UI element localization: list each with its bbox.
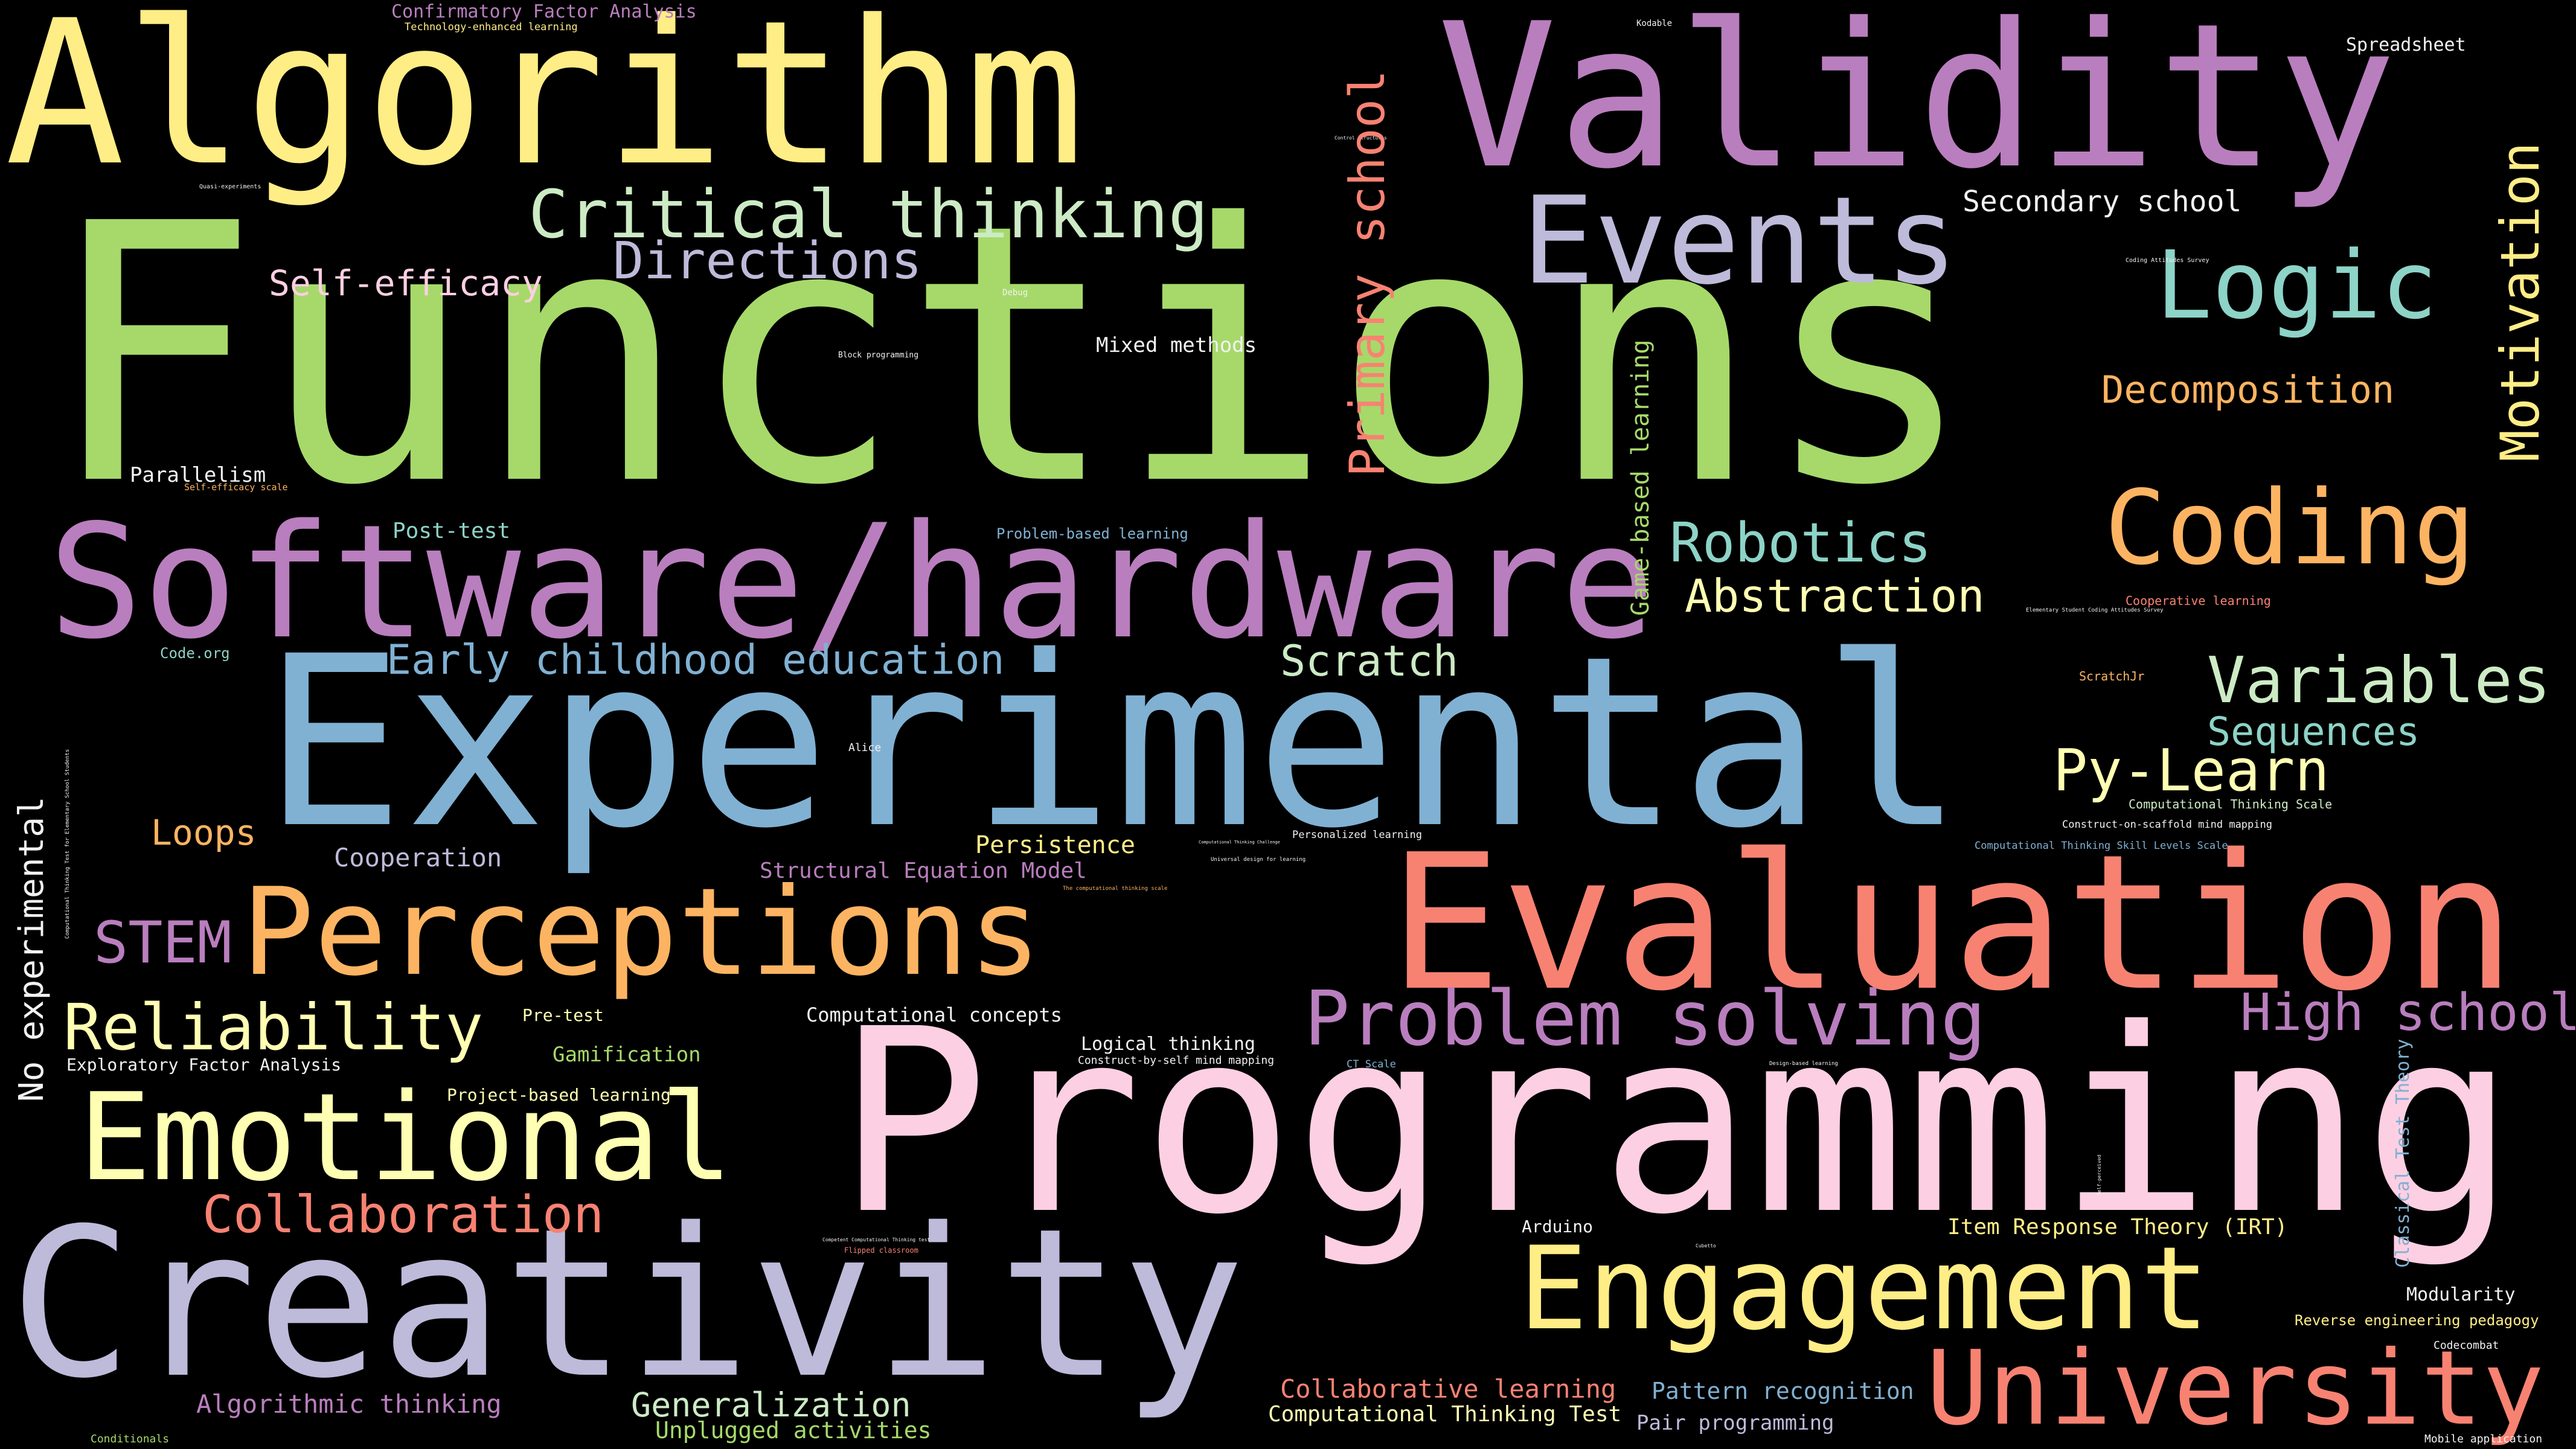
word-classical-test-theory: Classical Test Theory (2392, 1038, 2414, 1268)
word-project-based-learning: Project-based learning (447, 1085, 671, 1105)
word-no-experimental: No experimental (12, 796, 51, 1102)
word-the-ct-scale: The computational thinking scale (1063, 886, 1168, 892)
word-mobile-application: Mobile application (2424, 1433, 2543, 1445)
word-spreadsheet: Spreadsheet (2346, 34, 2466, 56)
word-emotional: Emotional (78, 1067, 733, 1208)
word-kodable: Kodable (1636, 19, 1673, 28)
word-modularity: Modularity (2406, 1284, 2516, 1305)
word-primary-school: Primary school (1339, 69, 1395, 477)
word-events: Events (1522, 171, 1958, 312)
word-pair-programming: Pair programming (1636, 1411, 1834, 1435)
word-block-programming: Block programming (838, 351, 919, 360)
word-logical-thinking: Logical thinking (1081, 1034, 1255, 1055)
word-ct-scale: CT Scale (1347, 1058, 1396, 1070)
word-programming: Programming (836, 975, 2516, 1270)
word-university: University (1926, 1329, 2545, 1448)
word-alice: Alice (848, 741, 882, 754)
word-arduino: Arduino (1522, 1217, 1594, 1236)
word-collaborative-learning: Collaborative learning (1280, 1374, 1616, 1404)
word-motivation: Motivation (2489, 142, 2551, 462)
word-loops: Loops (151, 812, 257, 853)
word-robotics: Robotics (1670, 511, 1932, 575)
word-ct-skill-levels-scale: Computational Thinking Skill Levels Scal… (1975, 840, 2228, 852)
word-perceptions: Perceptions (242, 862, 1042, 1003)
word-post-test: Post-test (392, 519, 511, 543)
word-mixed-methods: Mixed methods (1096, 333, 1257, 357)
word-structural-equation-model: Structural Equation Model (760, 859, 1087, 883)
word-exploratory-factor-analysis: Exploratory Factor Analysis (66, 1055, 342, 1075)
word-computational-thinking-scale: Computational Thinking Scale (2129, 797, 2333, 811)
word-pre-test: Pre-test (522, 1005, 604, 1025)
word-construct-by-self: Construct-by-self mind mapping (1078, 1054, 1275, 1067)
word-decomposition: Decomposition (2101, 368, 2395, 412)
word-problem-solving: Problem solving (1304, 975, 1986, 1063)
word-engagement: Engagement (1519, 1222, 2209, 1355)
word-cubetto: Cubetto (1696, 1243, 1716, 1249)
word-software-hardware: Software/hardware (48, 491, 1656, 674)
word-codecombat: Codecombat (2433, 1339, 2499, 1352)
word-cooperation: Cooperation (334, 843, 502, 872)
word-debug: Debug (1002, 288, 1028, 298)
word-coding: Coding (2104, 469, 2476, 588)
word-scratchjr: ScratchJr (2079, 669, 2145, 683)
word-high-school: High school (2240, 983, 2576, 1043)
word-confirmatory-factor-analysis: Confirmatory Factor Analysis (391, 1, 697, 22)
word-persistence: Persistence (975, 831, 1135, 859)
word-technology-enhanced-learning: Technology-enhanced learning (405, 21, 578, 33)
word-self-efficacy: Self-efficacy (269, 263, 543, 304)
word-competent-ct-test: Competent Computational Thinking test (822, 1237, 931, 1243)
word-evaluation: Evaluation (1389, 814, 2516, 1032)
word-unplugged-activities: Unplugged activities (655, 1417, 932, 1444)
word-pattern-recognition: Pattern recognition (1652, 1378, 1914, 1404)
word-critical-thinking: Critical thinking (528, 176, 1208, 253)
word-abstraction: Abstraction (1685, 569, 1985, 622)
word-design-based-learning: Design-based learning (1769, 1061, 1838, 1067)
word-computational-concepts: Computational concepts (806, 1003, 1062, 1026)
word-code-org: Code.org (160, 645, 230, 662)
word-algorithm: Algorithm (5, 0, 1085, 210)
word-scratch: Scratch (1280, 636, 1459, 686)
word-experimental: Experimental (263, 606, 1964, 880)
word-gamification: Gamification (553, 1043, 701, 1067)
word-cooperative-learning: Cooperative learning (2126, 593, 2271, 608)
word-reliability: Reliability (63, 991, 484, 1064)
word-py-learn: Py-Learn (2053, 738, 2330, 804)
word-conditionals: Conditionals (91, 1433, 170, 1445)
word-early-childhood-education: Early childhood education (386, 636, 1005, 684)
word-sequences: Sequences (2207, 709, 2420, 755)
word-ct-challenge: Computational Thinking Challenge (1199, 840, 1280, 845)
word-variables: Variables (2207, 644, 2551, 717)
word-flipped-classroom: Flipped classroom (844, 1246, 918, 1255)
word-secondary-school: Secondary school (1962, 185, 2242, 219)
word-self-efficacy-scale: Self-efficacy scale (184, 482, 288, 493)
word-coding-attitudes-survey: Coding Attitudes Survey (2126, 257, 2209, 264)
word-logic: Logic (2156, 231, 2438, 340)
word-stem: STEM (94, 910, 232, 976)
word-problem-based-learning: Problem-based learning (996, 525, 1188, 542)
word-validity: Validity (1437, 0, 2397, 213)
word-elementary-coding-survey: Elementary Student Coding Attitudes Surv… (2026, 607, 2164, 613)
word-control-structures: Control structures (1334, 135, 1387, 141)
word-game-based-learning: Game-based learning (1627, 339, 1655, 616)
word-personalized-learning: Personalized learning (1292, 829, 1422, 841)
word-quasi-experiments: Quasi-experiments (199, 184, 261, 190)
word-algorithmic-thinking: Algorithmic thinking (196, 1389, 502, 1419)
word-universal-design: Universal design for learning (1211, 857, 1306, 863)
word-reverse-engineering-pedagogy: Reverse engineering pedagogy (2295, 1312, 2539, 1329)
word-directions: Directions (613, 231, 922, 291)
word-item-response-theory: Item Response Theory (IRT) (1947, 1215, 2288, 1239)
word-self-perceived: Self-perceived (2097, 1154, 2102, 1195)
word-parallelism: Parallelism (130, 463, 266, 487)
word-collaboration: Collaboration (202, 1185, 604, 1245)
word-construct-on-scaffold: Construct-on-scaffold mind mapping (2062, 819, 2272, 831)
word-creativity: Creativity (9, 1185, 1245, 1424)
word-ct-test-elementary: Computational Thinking Test for Elementa… (65, 749, 71, 939)
word-generalization: Generalization (631, 1386, 911, 1424)
word-computational-thinking-test: Computational Thinking Test (1268, 1402, 1622, 1427)
word-functions: Functions (45, 149, 1976, 563)
